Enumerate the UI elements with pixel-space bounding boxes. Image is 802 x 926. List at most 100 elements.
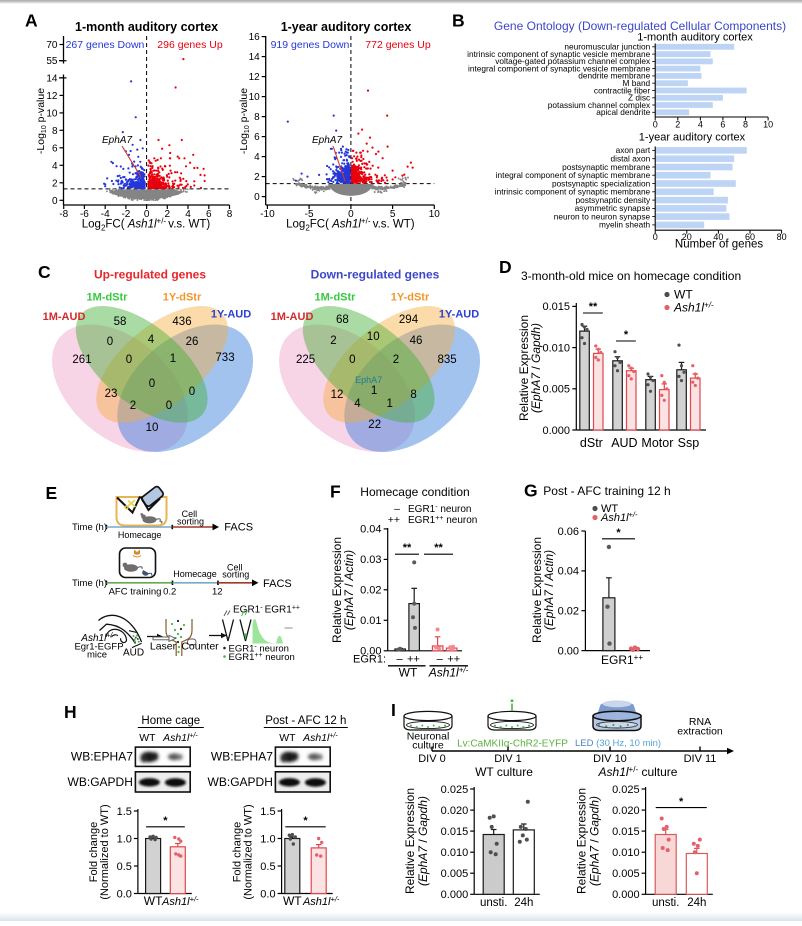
svg-text:Up-regulated genes: Up-regulated genes	[94, 268, 206, 282]
svg-text:Gene Ontology (Down-regulated: Gene Ontology (Down-regulated Cellular C…	[494, 19, 786, 33]
svg-text:0.2: 0.2	[163, 587, 176, 598]
svg-text:Motor: Motor	[641, 436, 673, 450]
svg-text:1: 1	[371, 385, 377, 397]
svg-text:1.5: 1.5	[260, 806, 275, 818]
svg-text:26: 26	[186, 336, 199, 348]
svg-text:neuromuscular junction: neuromuscular junction	[564, 42, 650, 52]
svg-text:Cell: Cell	[182, 509, 198, 519]
svg-text:FACS: FACS	[224, 522, 253, 534]
svg-text:0.000: 0.000	[441, 889, 469, 901]
svg-text:6: 6	[720, 120, 725, 130]
svg-text:Neuronal: Neuronal	[407, 731, 450, 743]
svg-text:Time (h): Time (h)	[72, 578, 107, 589]
svg-text:2: 2	[675, 120, 680, 130]
svg-text:16: 16	[249, 32, 261, 43]
svg-text:0.02: 0.02	[558, 606, 579, 618]
svg-text:DIV 11: DIV 11	[684, 753, 717, 765]
svg-text:voltage-gated potassium channe: voltage-gated potassium channel complex	[495, 56, 651, 66]
svg-text:0.5: 0.5	[117, 861, 132, 873]
svg-text:Post - AFC 12 h: Post - AFC 12 h	[265, 715, 346, 727]
svg-text:772 genes Up: 772 genes Up	[365, 39, 431, 51]
svg-text:intrinsic component of synapti: intrinsic component of synaptic vesicle …	[467, 49, 650, 59]
svg-text:6: 6	[206, 209, 212, 220]
svg-text:0: 0	[653, 120, 658, 130]
svg-text:12: 12	[331, 389, 344, 401]
svg-text:Fold change: Fold change	[88, 822, 100, 883]
svg-text:axon part: axon part	[616, 145, 651, 155]
svg-text:postsynaptic density: postsynaptic density	[575, 195, 651, 205]
svg-text:0.04: 0.04	[360, 524, 381, 536]
svg-text:0: 0	[149, 378, 155, 390]
svg-text:4: 4	[148, 334, 155, 346]
svg-text:436: 436	[172, 316, 191, 328]
svg-text:EphA7: EphA7	[102, 135, 132, 146]
svg-text:55: 55	[46, 56, 58, 67]
svg-text:AUD: AUD	[611, 436, 637, 450]
svg-text:WB:EPHA7: WB:EPHA7	[211, 750, 273, 764]
svg-text:asymmetric synapse: asymmetric synapse	[575, 203, 651, 213]
svg-text:8: 8	[227, 209, 233, 220]
svg-text:Lv:CaMKIIα-ChR2-EYFP: Lv:CaMKIIα-ChR2-EYFP	[457, 739, 568, 750]
svg-text:3-month-old mice on homecage c: 3-month-old mice on homecage condition	[521, 269, 741, 283]
svg-text:2: 2	[393, 354, 399, 366]
svg-text:A: A	[25, 11, 38, 31]
svg-text:8: 8	[743, 120, 748, 130]
svg-text:AUD: AUD	[123, 648, 144, 659]
svg-text:contractile fiber: contractile fiber	[594, 85, 650, 95]
svg-text:1Y-dStr: 1Y-dStr	[163, 292, 202, 304]
svg-text:70: 70	[46, 40, 58, 51]
svg-text:WT: WT	[139, 732, 156, 744]
svg-text:60: 60	[745, 232, 755, 242]
svg-text:Down-regulated genes: Down-regulated genes	[311, 268, 440, 282]
svg-text:1: 1	[170, 353, 176, 365]
svg-text:1-month auditory cortex: 1-month auditory cortex	[637, 32, 753, 44]
svg-text:1M-dStr: 1M-dStr	[315, 292, 357, 304]
svg-text:68: 68	[336, 314, 349, 326]
svg-text:postsynaptic specialization: postsynaptic specialization	[552, 178, 651, 188]
svg-text:*: *	[624, 329, 629, 341]
svg-text:Laser: Laser	[150, 641, 177, 653]
svg-text:B: B	[452, 11, 465, 31]
svg-text:Ash1l+/-: Ash1l+/-	[161, 895, 199, 909]
svg-text:0.06: 0.06	[558, 526, 579, 538]
svg-text:-6: -6	[80, 209, 89, 220]
svg-text:WT: WT	[279, 732, 296, 744]
svg-text:**: **	[403, 542, 412, 554]
svg-text:Home cage: Home cage	[141, 715, 200, 727]
svg-text:10: 10	[146, 422, 159, 434]
svg-text:40: 40	[713, 232, 723, 242]
svg-text:Relative Expression: Relative Expression	[403, 788, 417, 894]
svg-text:12: 12	[212, 587, 223, 598]
svg-text:H: H	[64, 702, 77, 722]
svg-text:–: –	[394, 503, 400, 515]
svg-text:(EphA7 / Actin): (EphA7 / Actin)	[542, 550, 556, 630]
svg-text:2: 2	[52, 178, 58, 189]
svg-text:4: 4	[698, 120, 703, 130]
svg-text:0.015: 0.015	[542, 301, 570, 313]
svg-text:Ash1l+/-: Ash1l+/-	[302, 895, 340, 909]
svg-text:10: 10	[763, 120, 773, 130]
svg-text:0.5: 0.5	[260, 861, 275, 873]
svg-text:0: 0	[348, 209, 354, 220]
svg-text:5: 5	[390, 209, 396, 220]
svg-text:Ash1l+/- culture: Ash1l+/- culture	[598, 765, 678, 779]
svg-text:potassium channel complex: potassium channel complex	[548, 100, 651, 110]
svg-text:distal axon: distal axon	[611, 154, 651, 164]
svg-text:–: –	[396, 654, 403, 666]
svg-text:0: 0	[189, 386, 195, 398]
svg-text:**: **	[434, 542, 443, 554]
svg-text:sorting: sorting	[222, 570, 249, 580]
svg-text:20: 20	[682, 232, 692, 242]
svg-text:0.01: 0.01	[360, 615, 381, 627]
svg-text:Ash1l+/-: Ash1l+/-	[673, 301, 714, 315]
svg-text:14: 14	[46, 73, 58, 84]
svg-text:58: 58	[114, 316, 127, 328]
svg-text:Relative Expression: Relative Expression	[530, 537, 544, 643]
svg-text:(Normalized to WT): (Normalized to WT)	[99, 804, 111, 899]
svg-text:4: 4	[52, 161, 58, 172]
svg-text:integral component of synaptic: integral component of synaptic membrane	[496, 170, 651, 180]
svg-text:0.005: 0.005	[542, 384, 570, 396]
svg-text:267 genes Down: 267 genes Down	[66, 39, 145, 51]
svg-text:F: F	[330, 482, 341, 502]
svg-text:AFC training: AFC training	[109, 587, 162, 598]
